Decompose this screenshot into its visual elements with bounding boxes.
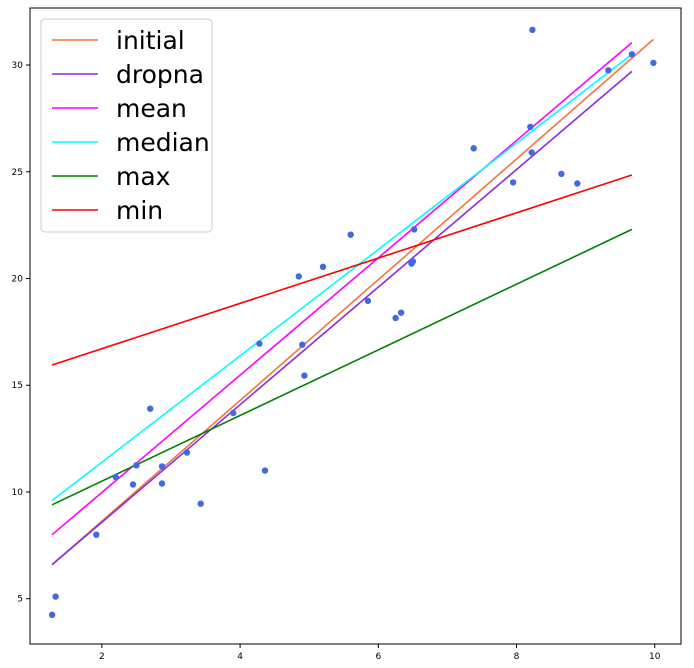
data-point — [197, 500, 204, 507]
data-point — [392, 314, 399, 322]
y-tick-label: 25 — [12, 168, 23, 178]
series-line-min — [51, 174, 633, 366]
legend-label-mean: mean — [116, 94, 187, 123]
plot-frame — [29, 7, 682, 645]
legend-item-mean: mean — [52, 94, 187, 123]
legend-item-dropna: dropna — [52, 60, 204, 89]
data-point — [529, 26, 536, 33]
x-tick-label: 2 — [99, 652, 105, 662]
legend-box — [40, 18, 213, 233]
legend-label-max: max — [116, 162, 170, 191]
data-point — [230, 409, 237, 417]
data-point — [527, 123, 534, 131]
x-tick-label: 4 — [237, 652, 243, 662]
data-point — [129, 481, 137, 488]
legend-label-initial: initial — [116, 26, 185, 55]
data-point — [52, 593, 59, 600]
data-point — [347, 231, 354, 238]
data-point — [158, 480, 166, 487]
data-point — [509, 179, 517, 186]
legend: initial dropna mean median max min — [40, 18, 213, 233]
data-point — [112, 473, 119, 481]
y-axis: 5 10 15 20 25 30 — [12, 61, 30, 605]
data-point — [528, 149, 535, 156]
data-point — [299, 341, 306, 348]
legend-item-initial: initial — [52, 26, 185, 55]
x-tick-label: 8 — [514, 652, 520, 662]
data-point — [397, 309, 405, 316]
series-line-initial — [51, 38, 654, 566]
y-tick-label: 10 — [12, 488, 24, 498]
legend-item-min: min — [52, 196, 163, 225]
series-line-mean — [51, 41, 633, 536]
data-point — [628, 51, 636, 58]
legend-item-median: median — [52, 128, 210, 157]
data-point — [319, 263, 327, 270]
data-point — [93, 531, 100, 538]
series-line-max — [51, 228, 633, 506]
data-point — [183, 449, 191, 456]
data-point — [158, 463, 166, 470]
regression-lines — [51, 38, 654, 566]
data-point — [558, 170, 565, 178]
data-point — [364, 297, 372, 305]
data-point — [147, 405, 154, 412]
data-point — [261, 467, 269, 474]
x-tick-label: 6 — [375, 652, 381, 662]
data-point — [133, 462, 140, 469]
legend-label-min: min — [116, 196, 163, 225]
data-point — [295, 273, 302, 280]
legend-label-median: median — [116, 128, 210, 157]
data-point — [605, 67, 612, 74]
y-tick-label: 30 — [12, 61, 24, 71]
data-points — [48, 26, 657, 618]
y-tick-label: 5 — [17, 595, 23, 605]
data-point — [256, 340, 263, 347]
data-point — [650, 59, 657, 67]
data-point — [574, 180, 581, 187]
y-tick-label: 20 — [12, 274, 24, 284]
data-point — [411, 226, 418, 233]
series-line-median — [51, 53, 633, 502]
data-point — [48, 611, 56, 618]
data-point — [470, 145, 477, 152]
series-line-dropna — [51, 70, 633, 566]
x-tick-label: 10 — [649, 652, 661, 662]
x-axis: 2 4 6 8 10 — [99, 644, 661, 662]
y-tick-label: 15 — [12, 381, 23, 391]
data-point — [409, 258, 417, 265]
data-point — [301, 372, 308, 379]
legend-label-dropna: dropna — [116, 60, 204, 89]
legend-item-max: max — [52, 162, 170, 191]
